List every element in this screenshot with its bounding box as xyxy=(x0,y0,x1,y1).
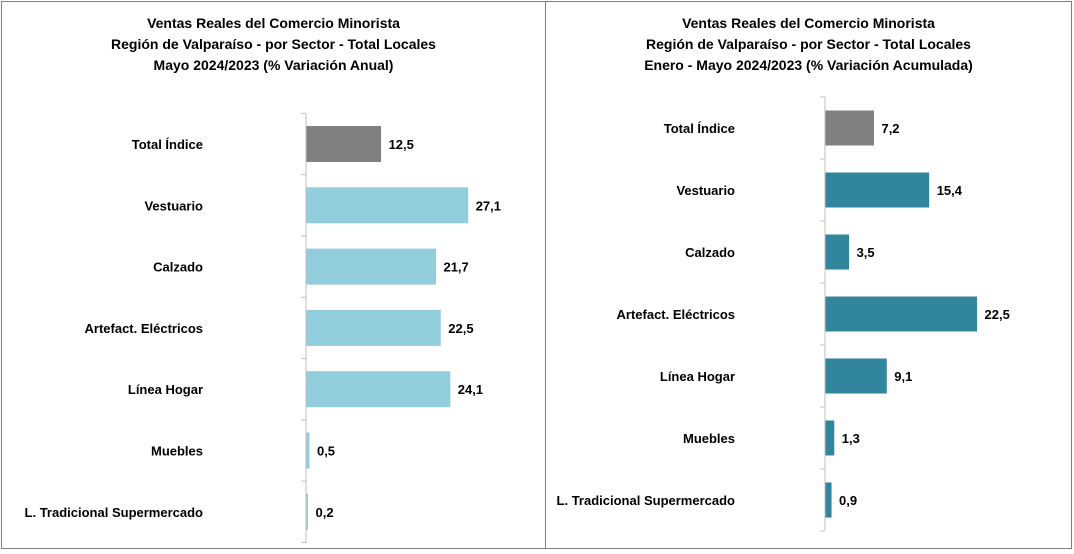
bar xyxy=(825,482,832,518)
chart-title-line-1: Ventas Reales del Comercio Minorista xyxy=(147,15,400,31)
category-label: Total Índice xyxy=(664,121,735,136)
value-label: 21,7 xyxy=(443,260,468,275)
value-label: 0,2 xyxy=(316,505,334,520)
value-label: 27,1 xyxy=(476,198,501,213)
bar xyxy=(306,432,310,469)
bar xyxy=(825,110,874,146)
value-label: 22,5 xyxy=(448,321,473,336)
bar xyxy=(825,420,835,456)
category-label: L. Tradicional Supermercado xyxy=(557,493,735,508)
category-label: L. Tradicional Supermercado xyxy=(25,505,203,520)
bar xyxy=(306,371,451,408)
bar xyxy=(306,493,308,530)
chart-panel-anual: Ventas Reales del Comercio Minorista Reg… xyxy=(1,1,546,549)
chart-title-line-2: Región de Valparaíso - por Sector - Tota… xyxy=(646,36,971,52)
chart-title: Ventas Reales del Comercio Minorista Reg… xyxy=(546,13,1071,76)
bar xyxy=(306,187,469,224)
bar xyxy=(306,248,436,285)
bar xyxy=(306,126,382,162)
chart-title-line-1: Ventas Reales del Comercio Minorista xyxy=(682,15,935,31)
value-label: 0,9 xyxy=(839,493,857,508)
bar-chart-acumulada: Total Índice 7,2 Vestuario 15,4 Calzado 3,5 Ar… xyxy=(557,96,1010,532)
category-label: Calzado xyxy=(153,260,203,275)
value-label: 9,1 xyxy=(894,369,912,384)
chart-title-line-2: Región de Valparaíso - por Sector - Tota… xyxy=(111,36,436,52)
bar xyxy=(825,358,887,394)
chart-title-line-3: Enero - Mayo 2024/2023 (% Variación Acum… xyxy=(644,57,973,73)
category-label: Vestuario xyxy=(676,183,735,198)
bar xyxy=(825,172,930,208)
value-label: 22,5 xyxy=(985,307,1010,322)
value-label: 15,4 xyxy=(937,183,963,198)
value-label: 12,5 xyxy=(389,137,414,152)
chart-title-line-3: Mayo 2024/2023 (% Variación Anual) xyxy=(153,57,394,73)
category-label: Vestuario xyxy=(144,198,203,213)
value-label: 3,5 xyxy=(857,245,875,260)
category-label: Muebles xyxy=(683,431,735,446)
bar xyxy=(825,234,850,270)
chart-panel-acumulada: Ventas Reales del Comercio Minorista Reg… xyxy=(545,1,1072,549)
bar-chart-anual: Total Índice 12,5 Vestuario 27,1 Calzado 21,7… xyxy=(25,112,501,543)
bar xyxy=(306,309,441,346)
chart-title: Ventas Reales del Comercio Minorista Reg… xyxy=(2,13,545,76)
category-label: Total Índice xyxy=(132,137,203,152)
category-label: Línea Hogar xyxy=(128,382,203,397)
value-label: 24,1 xyxy=(458,382,483,397)
value-label: 7,2 xyxy=(881,121,899,136)
category-label: Calzado xyxy=(685,245,735,260)
bar xyxy=(825,296,977,332)
category-label: Artefact. Eléctricos xyxy=(617,307,736,322)
value-label: 0,5 xyxy=(317,444,335,459)
category-label: Línea Hogar xyxy=(660,369,735,384)
category-label: Muebles xyxy=(151,444,203,459)
category-label: Artefact. Eléctricos xyxy=(85,321,204,336)
value-label: 1,3 xyxy=(842,431,860,446)
